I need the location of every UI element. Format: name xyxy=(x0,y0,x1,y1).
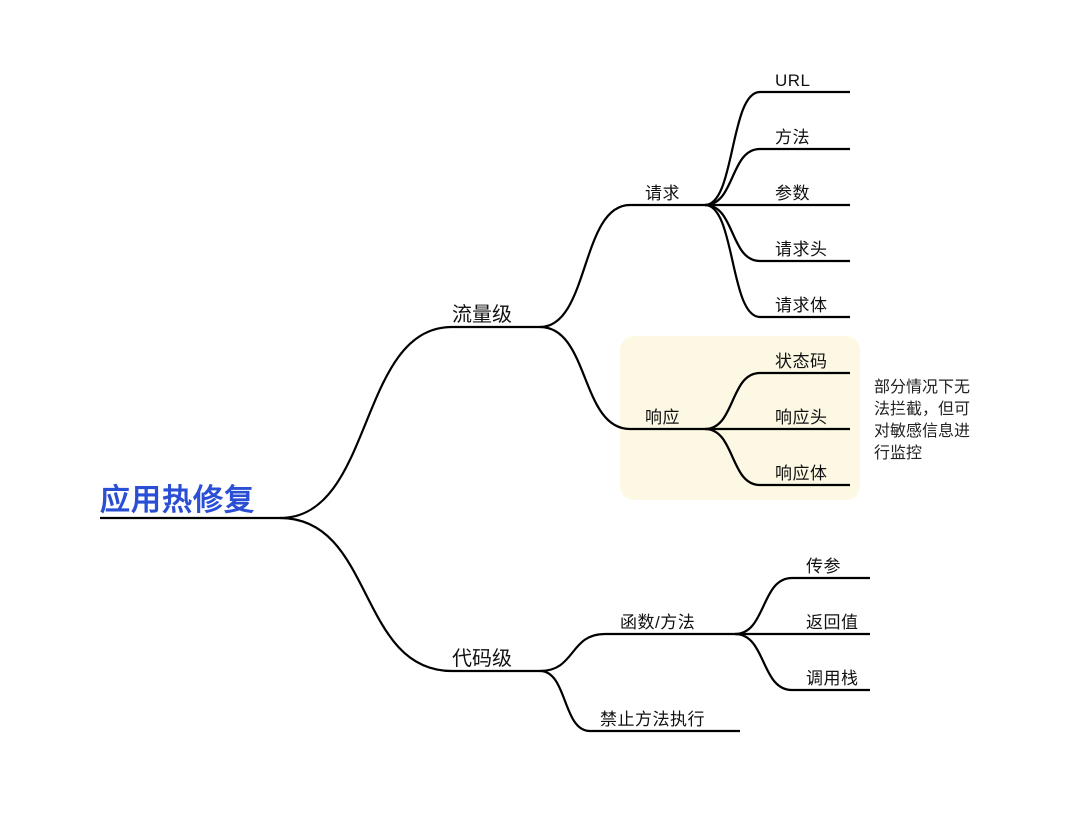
connector xyxy=(705,205,760,317)
leaf-node: 请求体 xyxy=(775,296,828,315)
node-request: 请求 xyxy=(645,184,680,203)
leaf-node: 方法 xyxy=(775,128,810,147)
connector xyxy=(540,671,590,731)
leaf-node: 响应头 xyxy=(775,408,828,427)
branch-traffic: 流量级 xyxy=(452,303,512,326)
node-func: 函数/方法 xyxy=(620,613,695,632)
connector xyxy=(280,518,452,671)
connector xyxy=(735,578,792,634)
leaf-node: 返回值 xyxy=(806,613,859,632)
node-forbid: 禁止方法执行 xyxy=(600,710,705,729)
side-note-line: 行监控 xyxy=(874,444,922,462)
leaf-node: 请求头 xyxy=(775,240,828,259)
connector xyxy=(280,327,452,518)
side-note-line: 对敏感信息进 xyxy=(874,422,970,440)
leaf-node: 调用栈 xyxy=(806,669,859,688)
root-node: 应用热修复 xyxy=(100,483,255,517)
connector xyxy=(540,205,630,327)
leaf-node: 响应体 xyxy=(775,464,828,483)
connector xyxy=(705,205,760,261)
connector xyxy=(705,92,760,205)
branch-code: 代码级 xyxy=(452,647,512,670)
connector xyxy=(705,149,760,205)
mindmap-canvas: 应用热修复 流量级代码级 请求响应函数/方法禁止方法执行 URL 方法参数请求头请求体状… xyxy=(0,0,1080,814)
connector xyxy=(540,327,630,429)
leaf-node: 状态码 xyxy=(775,352,828,371)
side-note-line: 法拦截，但可 xyxy=(874,400,970,418)
side-note-line: 部分情况下无 xyxy=(874,378,970,396)
leaf-node: 参数 xyxy=(775,184,810,203)
connector xyxy=(735,634,792,690)
connector xyxy=(540,634,605,671)
leaf-node: URL xyxy=(775,71,811,90)
leaf-node: 传参 xyxy=(806,557,841,576)
node-response: 响应 xyxy=(645,408,680,427)
